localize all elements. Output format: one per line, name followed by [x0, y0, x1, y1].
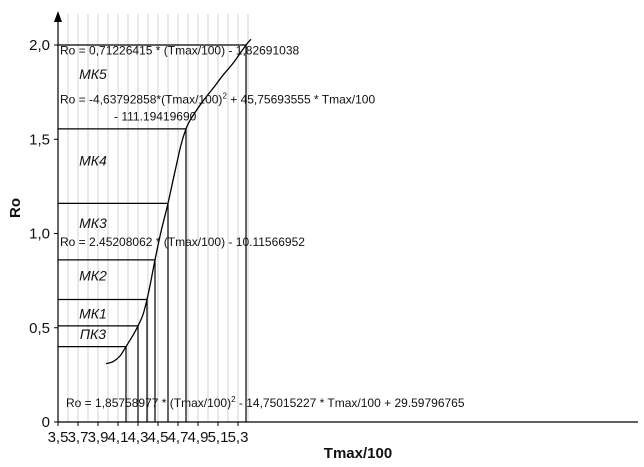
- x-axis-title: Tmax/100: [324, 445, 392, 462]
- equation-label: Ro = 1,85758977 * (Tmax/100)2 - 14,75015…: [66, 395, 465, 410]
- zone-label: МК4: [79, 153, 107, 169]
- x-tick-labels: 3,5 3,7 3,9 4,1 4,3 4,5 4,7 4,9 5,1 5,3: [48, 422, 249, 446]
- x-tick-label: 4,5: [148, 429, 169, 446]
- x-tick-label: 4,3: [128, 429, 149, 446]
- y-tick-label: 1,0: [29, 226, 50, 243]
- x-tick-label: 3,5: [48, 429, 69, 446]
- reference-line: [58, 128, 187, 422]
- equation-label: Ro = 2.45208062 * (Tmax/100) - 10.115669…: [60, 235, 305, 249]
- equation-label: Ro = 0,71226415 * (Tmax/100) - 1,8269103…: [60, 43, 299, 57]
- x-tick-label: 3,7: [68, 429, 89, 446]
- x-tick-label: 4,9: [188, 429, 209, 446]
- zone-label: МК3: [79, 215, 107, 231]
- zone-label: ПК3: [80, 326, 106, 342]
- zone-label: МК1: [79, 305, 107, 321]
- zone-label: МК2: [79, 268, 107, 284]
- series-curve: [105, 38, 252, 365]
- grid-lines: [57, 14, 249, 422]
- zone-label: МК5: [79, 66, 107, 82]
- y-axis-arrow: [54, 11, 62, 22]
- equation-label: - 111.19419690: [114, 109, 197, 123]
- y-tick-label: 0,5: [29, 320, 50, 337]
- axes: [54, 11, 638, 423]
- equation-labels: Ro = 0,71226415 * (Tmax/100) - 1,8269103…: [60, 43, 465, 409]
- x-tick-label: 4,1: [108, 429, 129, 446]
- y-tick-label: 2,0: [29, 37, 50, 54]
- x-tick-label: 4,7: [168, 429, 189, 446]
- y-axis-title: Ro: [7, 198, 24, 218]
- equation-label: Ro = -4,63792858*(Tmax/100)2 + 45,756935…: [60, 91, 375, 106]
- x-tick-label: 3,9: [88, 429, 109, 446]
- zone-labels: ПК3 МК1 МК2 МК3 МК4 МК5: [79, 66, 107, 342]
- y-tick-label: 0: [42, 414, 50, 431]
- x-tick-label: 5,1: [208, 429, 229, 446]
- y-tick-label: 1,5: [29, 131, 50, 148]
- x-tick-label: 5,3: [228, 429, 249, 446]
- y-tick-labels: 0 0,5 1,0 1,5 2,0: [29, 37, 58, 431]
